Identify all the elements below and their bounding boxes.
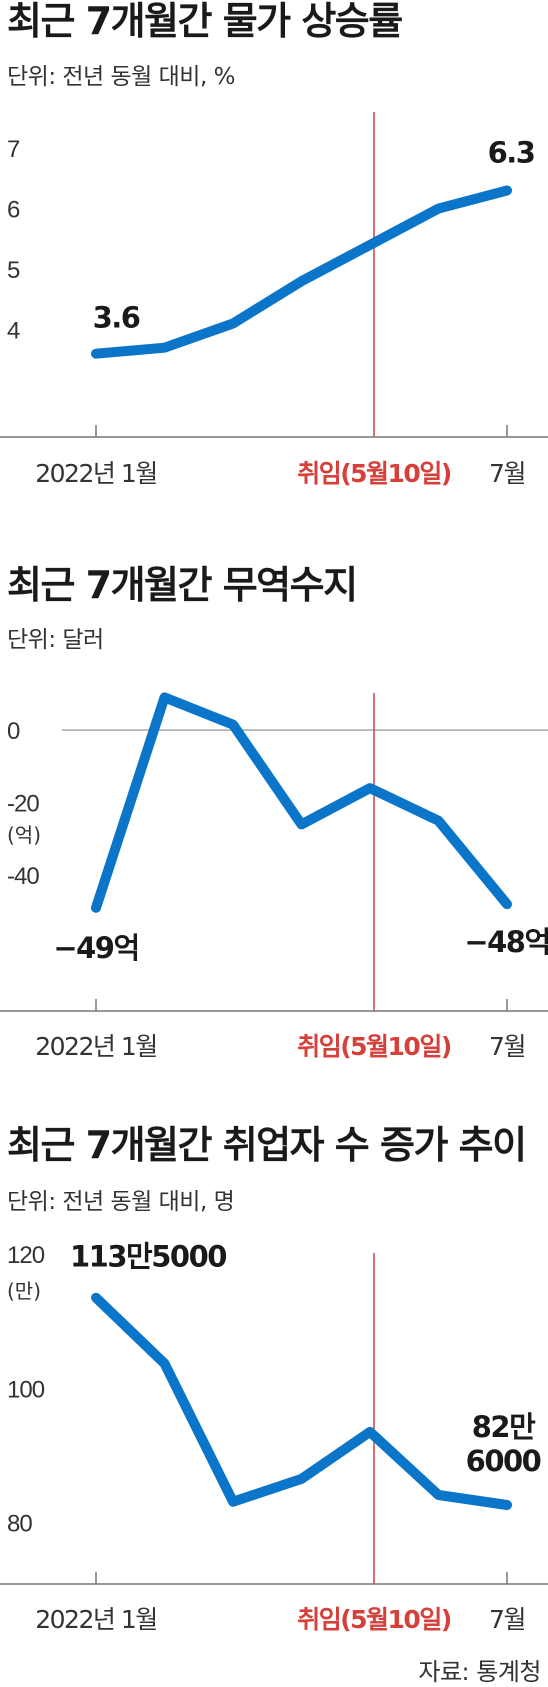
x-tick-label: 2022년 1월 [35,1605,156,1634]
y-tick-label: -40 [7,863,39,890]
chart-title: 최근 7개월간 취업자 수 증가 추이 [7,1123,526,1167]
chart-unit-label: 단위: 달러 [7,627,104,653]
chart-title: 최근 7개월간 물가 상승률 [7,0,402,43]
data-label: 113만5000 [70,1240,226,1274]
x-tick-label: 7월 [489,459,525,488]
series-line [91,185,512,359]
y-unit-label: (억) [7,823,41,847]
y-tick-label: 0 [7,718,20,745]
event-label: 취임(5월10일) [297,459,451,488]
data-label: 3.6 [93,301,140,335]
x-tick-label: 7월 [489,1032,525,1061]
x-tick-label: 2022년 1월 [35,459,156,488]
y-tick-label: 120 [7,1242,45,1269]
data-label: 6.3 [488,135,535,169]
y-tick-label: 4 [7,318,20,345]
data-label: −48억 [464,925,548,959]
chart-unit-label: 단위: 전년 동월 대비, % [7,64,235,90]
y-tick-label: 80 [7,1510,32,1537]
event-label: 취임(5월10일) [297,1605,451,1634]
y-tick-label: 100 [7,1376,45,1403]
series-line [91,1292,512,1510]
y-unit-label: (만) [7,1279,41,1303]
data-label: 82만 [472,1410,536,1444]
y-tick-label: 6 [7,197,20,224]
event-label: 취임(5월10일) [297,1032,451,1061]
data-label: 6000 [466,1444,541,1478]
y-tick-label: 5 [7,257,20,284]
series-line [91,692,512,913]
source-label: 자료: 통계청 [418,1658,541,1686]
x-tick-label: 7월 [489,1605,525,1634]
y-tick-label: 7 [7,136,20,163]
y-tick-label: -20 [7,791,39,818]
chart-title: 최근 7개월간 무역수지 [7,563,357,607]
chart-unit-label: 단위: 전년 동월 대비, 명 [7,1189,234,1215]
x-tick-label: 2022년 1월 [35,1032,156,1061]
data-label: −49억 [53,931,138,965]
